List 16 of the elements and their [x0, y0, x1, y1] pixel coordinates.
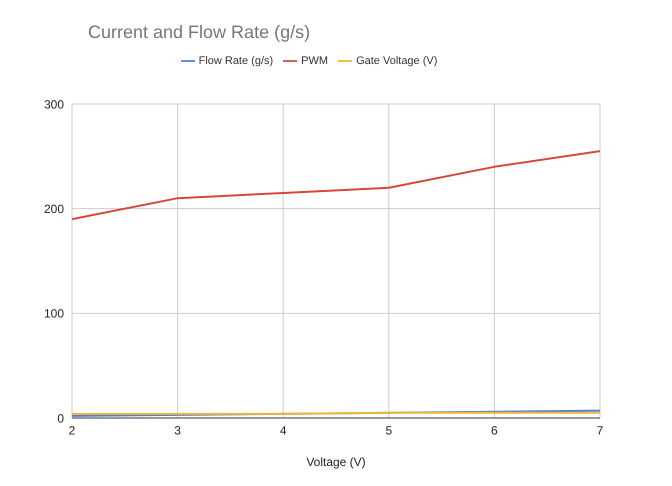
legend-label: PWM	[301, 54, 328, 67]
y-tick-label: 200	[44, 202, 64, 216]
x-tick-label: 3	[174, 424, 182, 438]
x-tick-label: 4	[280, 424, 287, 438]
y-tick-label: 100	[44, 306, 64, 321]
x-tick-label: 7	[596, 424, 604, 438]
line-series	[72, 150, 600, 220]
x-axis-title: Voltage (V)	[306, 455, 366, 469]
y-tick-label: 300	[44, 97, 64, 112]
x-tick-label: 5	[385, 424, 392, 438]
legend-label: Flow Rate (g/s)	[198, 54, 274, 67]
y-tick-label: 0	[57, 411, 64, 426]
legend-label: Gate Voltage (V)	[356, 54, 438, 67]
x-tick-label: 6	[491, 424, 498, 438]
x-tick-label: 2	[68, 424, 76, 438]
chart-title: Current and Flow Rate (g/s)	[88, 22, 310, 43]
